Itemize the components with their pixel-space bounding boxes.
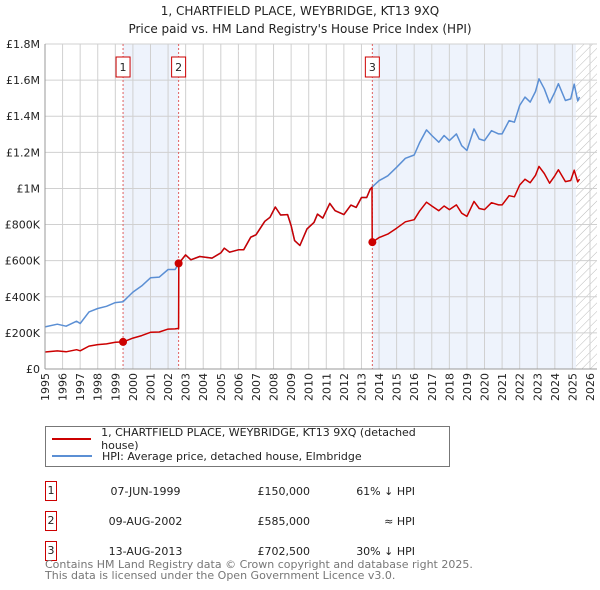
chart-subtitle: Price paid vs. HM Land Registry's House … (128, 22, 471, 36)
sale-point (174, 259, 183, 268)
legend-swatch-blue (52, 455, 92, 457)
x-tick-label: 2020 (479, 373, 492, 401)
legend: 1, CHARTFIELD PLACE, WEYBRIDGE, KT13 9XQ… (45, 426, 450, 467)
y-tick-label: £400K (5, 291, 41, 304)
footer-line: This data is licensed under the Open Gov… (45, 569, 396, 582)
x-tick-label: 2002 (162, 373, 175, 401)
x-tick-label: 2000 (127, 373, 140, 401)
x-tick-label: 1995 (39, 373, 52, 401)
legend-item-property: 1, CHARTFIELD PLACE, WEYBRIDGE, KT13 9XQ… (52, 426, 449, 452)
sale-vs-hpi: 61% ↓ HPI (356, 485, 415, 498)
x-tick-label: 2009 (285, 373, 298, 401)
y-tick-label: £1.8M (6, 38, 40, 51)
sale-point (368, 238, 377, 247)
sale-period-shade (372, 44, 576, 369)
x-tick-label: 2001 (144, 373, 157, 401)
x-tick-label: 1999 (109, 373, 122, 401)
y-tick-label: £200K (5, 327, 41, 340)
x-tick-label: 2015 (391, 373, 404, 401)
x-tick-label: 1998 (92, 373, 105, 401)
sale-row: 2 09-AUG-2002 £585,000 ≈ HPI (45, 511, 465, 533)
sale-date: 09-AUG-2002 (108, 515, 183, 528)
x-tick-label: 2006 (232, 373, 245, 401)
sale-label-box (171, 56, 187, 78)
x-tick-label: 2019 (461, 373, 474, 401)
x-tick-label: 2005 (215, 373, 228, 401)
footer-line: Contains HM Land Registry data © Crown c… (45, 558, 473, 571)
legend-label: 1, CHARTFIELD PLACE, WEYBRIDGE, KT13 9XQ… (101, 426, 416, 452)
forecast-hatch (575, 44, 597, 369)
sale-vs-hpi: ≈ HPI (384, 515, 415, 528)
x-tick-label: 2024 (549, 373, 562, 401)
x-tick-label: 2003 (180, 373, 193, 401)
sale-label: 1 (120, 61, 127, 74)
x-tick-label: 2021 (496, 373, 509, 401)
y-tick-label: £1.6M (6, 74, 40, 87)
y-tick-label: £0 (26, 363, 40, 376)
sale-vs-hpi: 30% ↓ HPI (356, 545, 415, 558)
x-tick-label: 2014 (373, 373, 386, 401)
legend-label: HPI: Average price, detached house, Elmb… (102, 449, 362, 463)
property-price-line (44, 165, 581, 353)
y-tick-label: £800K (5, 219, 41, 232)
x-tick-label: 2004 (197, 373, 210, 401)
x-tick-label: 2007 (250, 373, 263, 401)
x-tick-label: 2022 (514, 373, 527, 401)
x-tick-label: 2013 (355, 373, 368, 401)
sale-label: 2 (175, 61, 182, 74)
sale-date: 13-AUG-2013 (108, 545, 183, 558)
x-tick-label: 2008 (268, 373, 281, 401)
x-tick-label: 2016 (408, 373, 421, 401)
y-tick-label: £1.2M (6, 146, 40, 159)
sale-label-box (115, 56, 131, 78)
sale-date: 07-JUN-1999 (110, 485, 181, 498)
y-tick-label: £600K (5, 255, 41, 268)
sale-point (119, 337, 128, 346)
x-tick-label: 2018 (443, 373, 456, 401)
sale-number-badge: 1 (45, 481, 57, 501)
chart-title: 1, CHARTFIELD PLACE, WEYBRIDGE, KT13 9XQ (161, 4, 440, 18)
x-tick-label: 2011 (320, 373, 333, 401)
legend-item-hpi: HPI: Average price, detached house, Elmb… (52, 448, 362, 464)
sale-row: 1 07-JUN-1999 £150,000 61% ↓ HPI (45, 481, 465, 503)
sale-price: £150,000 (257, 485, 311, 498)
x-tick-label: 2017 (426, 373, 439, 401)
sale-label: 3 (369, 61, 376, 74)
x-tick-label: 2010 (303, 373, 316, 401)
sale-row: 3 13-AUG-2013 £702,500 30% ↓ HPI (45, 541, 465, 563)
x-tick-label: 1997 (74, 373, 87, 401)
x-tick-label: 2023 (531, 373, 544, 401)
sale-label-box (364, 56, 380, 78)
x-tick-label: 2026 (584, 373, 597, 401)
sale-number-badge: 3 (45, 541, 57, 561)
x-tick-label: 1996 (57, 373, 70, 401)
sale-number-badge: 2 (45, 511, 57, 531)
footer: Contains HM Land Registry data © Crown c… (45, 559, 473, 581)
price-chart: 1, CHARTFIELD PLACE, WEYBRIDGE, KT13 9XQ… (5, 4, 597, 401)
sale-price: £702,500 (257, 545, 311, 558)
legend-swatch-red (52, 438, 92, 440)
x-tick-label: 2025 (566, 373, 579, 401)
x-tick-label: 2012 (338, 373, 351, 401)
sale-price: £585,000 (257, 515, 311, 528)
y-tick-label: £1.4M (6, 110, 40, 123)
y-tick-label: £1M (17, 182, 41, 195)
